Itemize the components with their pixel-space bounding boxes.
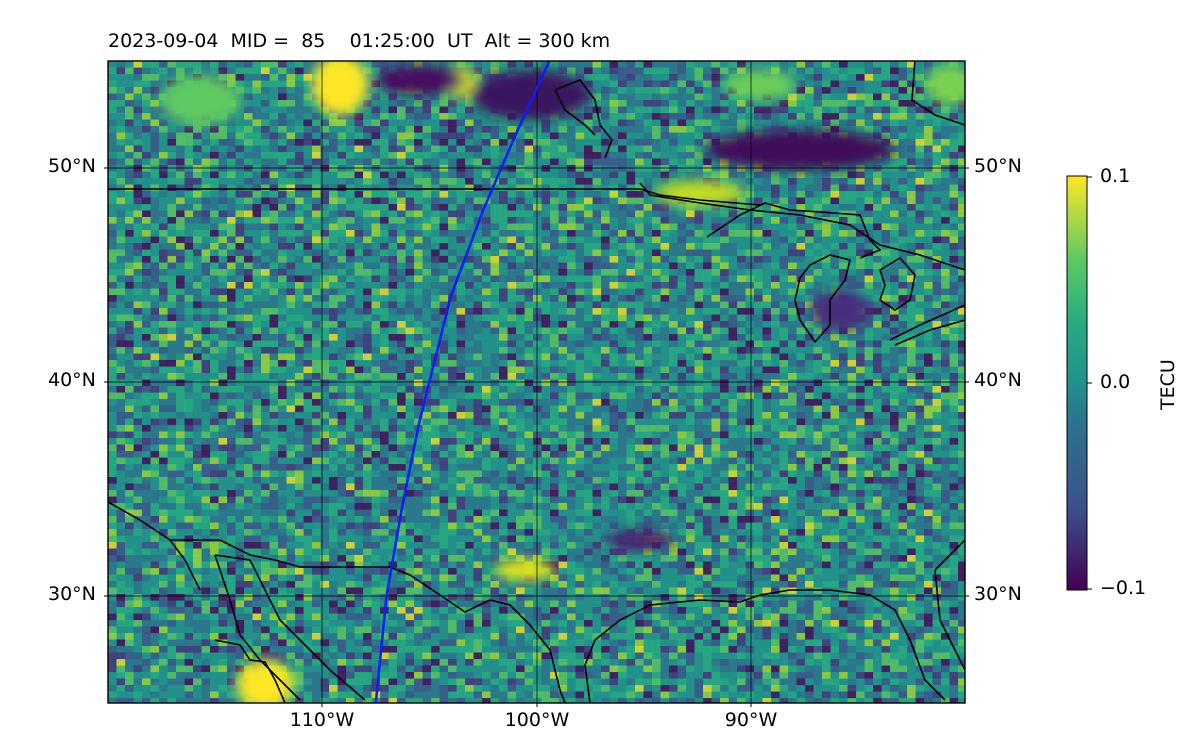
- colorbar-tick-zero: 0.0: [1100, 371, 1131, 393]
- coastlines-borders: [108, 61, 965, 703]
- title-time-unit: UT: [447, 30, 473, 52]
- title-mid-label: MID =: [230, 30, 290, 52]
- colorbar-tick-min: −0.1: [1100, 577, 1147, 599]
- map-title: 2023-09-04 MID = 85 01:25:00 UT Alt = 30…: [108, 30, 610, 52]
- lat-label-30-right: 30°N: [974, 583, 1022, 605]
- lon-label-90w: 90°W: [724, 709, 778, 731]
- colorbar-label: TECU: [1157, 359, 1179, 410]
- satellite-track: [374, 61, 551, 703]
- gridlines: [108, 61, 965, 703]
- lat-label-50-right: 50°N: [974, 155, 1022, 177]
- title-time: 01:25:00: [349, 30, 435, 52]
- title-alt: Alt = 300 km: [484, 30, 611, 52]
- lon-label-100w: 100°W: [504, 709, 570, 731]
- title-mid: 85: [301, 30, 326, 52]
- lon-label-110w: 110°W: [289, 709, 355, 731]
- colorbar-ticks-marks: [1087, 176, 1092, 590]
- lat-label-40-right: 40°N: [974, 369, 1022, 391]
- title-date: 2023-09-04: [108, 30, 219, 52]
- map-plot-area: [108, 61, 965, 703]
- lat-label-50-left: 50°N: [48, 155, 96, 177]
- colorbar: [1066, 175, 1088, 591]
- colorbar-tick-max: 0.1: [1100, 165, 1131, 187]
- lat-label-40-left: 40°N: [48, 369, 96, 391]
- tec-large-features: [160, 61, 965, 703]
- lat-label-30-left: 30°N: [48, 583, 96, 605]
- tick-marks: [104, 167, 969, 707]
